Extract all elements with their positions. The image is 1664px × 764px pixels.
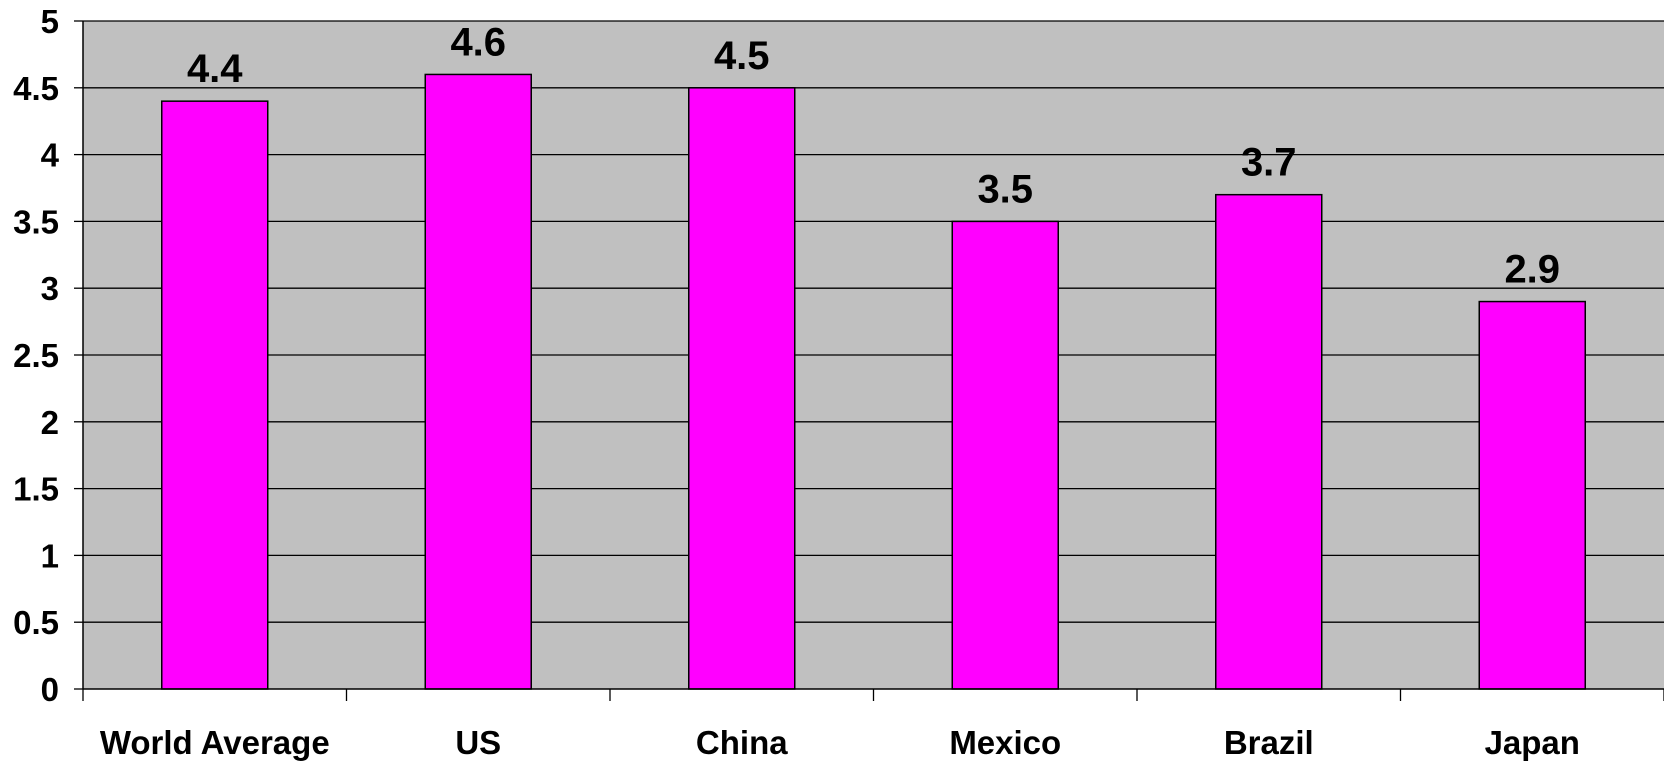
data-label: 2.9 (1504, 248, 1560, 292)
gridlines (83, 20, 1664, 623)
axes (74, 20, 1664, 701)
bar (688, 87, 796, 690)
y-tick-label: 0.5 (13, 604, 59, 641)
data-label: 4.5 (714, 34, 770, 78)
bar (1478, 300, 1586, 690)
bar (424, 73, 532, 690)
y-tick-label: 4.5 (13, 70, 59, 107)
category-label: US (455, 724, 501, 761)
y-tick-label: 3.5 (13, 203, 59, 240)
y-tick-labels: 0 0.5 1 1.5 2 2.5 3 3.5 4 4.5 5 (13, 3, 60, 708)
category-label: World Average (100, 724, 330, 761)
data-label: 4.4 (187, 47, 243, 91)
bar (161, 100, 269, 690)
y-tick-label: 2 (41, 404, 59, 441)
data-label: 3.7 (1241, 141, 1297, 185)
x-tick-labels: World Average US China Mexico Brazil Japan (100, 724, 1580, 761)
y-tick-label: 1.5 (13, 471, 59, 508)
data-label: 4.6 (450, 20, 506, 64)
category-label: Japan (1485, 724, 1580, 761)
category-label: China (696, 724, 788, 761)
y-tick-label: 1 (41, 537, 59, 574)
bar (1215, 193, 1323, 690)
y-tick-label: 2.5 (13, 337, 59, 374)
y-tick-label: 4 (41, 137, 60, 174)
y-tick-label: 0 (41, 671, 59, 708)
y-tick-label: 3 (41, 270, 59, 307)
data-label: 3.5 (977, 167, 1033, 211)
bars (161, 73, 1586, 690)
y-tick-label: 5 (41, 3, 59, 40)
category-label: Mexico (949, 724, 1061, 761)
data-labels: 4.4 4.6 4.5 3.5 3.7 2.9 (187, 20, 1560, 291)
category-label: Brazil (1224, 724, 1314, 761)
bar (951, 220, 1059, 690)
